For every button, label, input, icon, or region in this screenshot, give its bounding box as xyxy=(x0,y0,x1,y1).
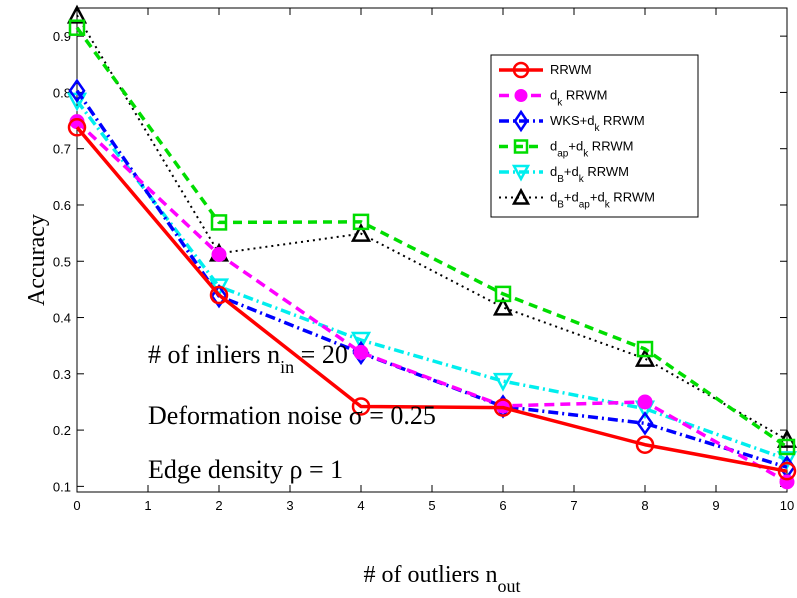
data-point xyxy=(210,283,228,309)
series-line xyxy=(75,120,788,484)
data-point xyxy=(66,92,88,112)
y-tick-label: 0.6 xyxy=(53,198,71,213)
x-tick-label: 2 xyxy=(215,498,222,513)
series-line xyxy=(75,126,788,473)
y-tick-label: 0.4 xyxy=(53,311,71,326)
x-tick-label: 8 xyxy=(641,498,648,513)
legend-marker xyxy=(513,139,529,154)
series-line xyxy=(75,26,788,449)
data-point xyxy=(634,347,656,367)
data-point xyxy=(494,285,512,303)
y-tick-label: 0.2 xyxy=(53,423,71,438)
x-axis-label: # of outliers nout xyxy=(364,562,521,596)
series-0 xyxy=(67,118,797,481)
annotation-text: Edge density ρ = 1 xyxy=(148,455,343,484)
legend-label: dB+dk RRWM xyxy=(550,164,629,185)
data-point xyxy=(211,247,227,263)
data-point xyxy=(210,214,228,231)
data-point xyxy=(67,118,87,137)
legend-marker xyxy=(511,164,531,182)
legend-label: RRWM xyxy=(550,62,592,77)
legend-label: dap+dk RRWM xyxy=(550,139,633,160)
legend-box xyxy=(490,54,699,218)
legend-entry: RRWM xyxy=(499,61,592,79)
y-tick-label: 0.1 xyxy=(53,479,71,494)
x-tick-label: 9 xyxy=(712,498,719,513)
data-point xyxy=(777,461,797,481)
legend-label: dk RRWM xyxy=(550,88,608,109)
data-point xyxy=(68,19,86,36)
legend-marker xyxy=(514,89,528,102)
x-tick-label: 4 xyxy=(357,498,364,513)
y-tick-label: 0.3 xyxy=(53,367,71,382)
y-tick-label: 0.8 xyxy=(53,85,71,100)
x-tick-label: 1 xyxy=(144,498,151,513)
data-point xyxy=(637,394,653,410)
legend-marker xyxy=(511,187,531,205)
legend-marker xyxy=(513,109,529,133)
x-tick-label: 10 xyxy=(780,498,794,513)
data-point xyxy=(350,331,372,351)
x-tick-label: 0 xyxy=(73,498,80,513)
data-point xyxy=(492,372,514,392)
y-tick-label: 0.5 xyxy=(53,254,71,269)
data-point xyxy=(350,223,372,242)
legend-entry: dk RRWM xyxy=(499,88,608,109)
data-point xyxy=(209,285,229,305)
y-tick-label: 0.7 xyxy=(53,142,71,157)
data-point xyxy=(493,398,513,417)
legend-entry: dap+dk RRWM xyxy=(499,139,633,160)
data-point xyxy=(492,296,514,316)
data-point xyxy=(636,340,654,358)
legend-label: WKS+dk RRWM xyxy=(550,113,645,134)
series-layer xyxy=(66,4,797,490)
series-3 xyxy=(68,19,796,456)
annotation-text: # of inliers nin = 20 xyxy=(148,340,348,377)
x-tick-label: 3 xyxy=(286,498,293,513)
annotation-layer: # of inliers nin = 20 Deformation noise σ… xyxy=(148,340,436,484)
data-point xyxy=(636,411,654,436)
data-point xyxy=(68,78,86,103)
y-axis-label: Accuracy xyxy=(24,214,50,306)
legend-label: dB+dap+dk RRWM xyxy=(550,190,655,211)
data-point xyxy=(635,435,655,454)
data-point xyxy=(351,397,371,416)
legend: RRWM dk RRWM WKS+dk RRWM dap+dk RRWM dB+dk R… xyxy=(490,54,699,218)
data-point xyxy=(353,344,369,360)
legend-entry: dB+dk RRWM xyxy=(499,164,629,185)
legend-entry: dB+dap+dk RRWM xyxy=(499,187,655,211)
data-point xyxy=(776,451,797,471)
data-point xyxy=(66,4,88,24)
legend-marker xyxy=(512,61,530,79)
x-tick-label: 5 xyxy=(428,498,435,513)
axes: 0 1 2 3 4 5 6 7 8 9 10 0.1 0.2 0.3 0.4 0.5 0.6 0.7 0.8 0.9 #… xyxy=(24,7,794,596)
x-tick-label: 6 xyxy=(499,498,506,513)
series-line xyxy=(75,89,788,469)
y-tick-label: 0.9 xyxy=(53,29,71,44)
legend-entry: WKS+dk RRWM xyxy=(499,109,645,134)
data-point xyxy=(352,213,370,231)
annotation-text: Deformation noise σ = 0.25 xyxy=(148,401,436,430)
x-tick-label: 7 xyxy=(570,498,577,513)
data-point xyxy=(778,438,796,456)
